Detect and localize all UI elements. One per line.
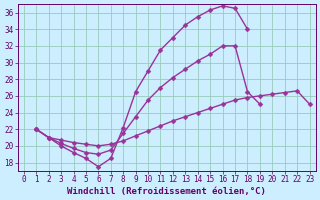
X-axis label: Windchill (Refroidissement éolien,°C): Windchill (Refroidissement éolien,°C)	[67, 187, 266, 196]
